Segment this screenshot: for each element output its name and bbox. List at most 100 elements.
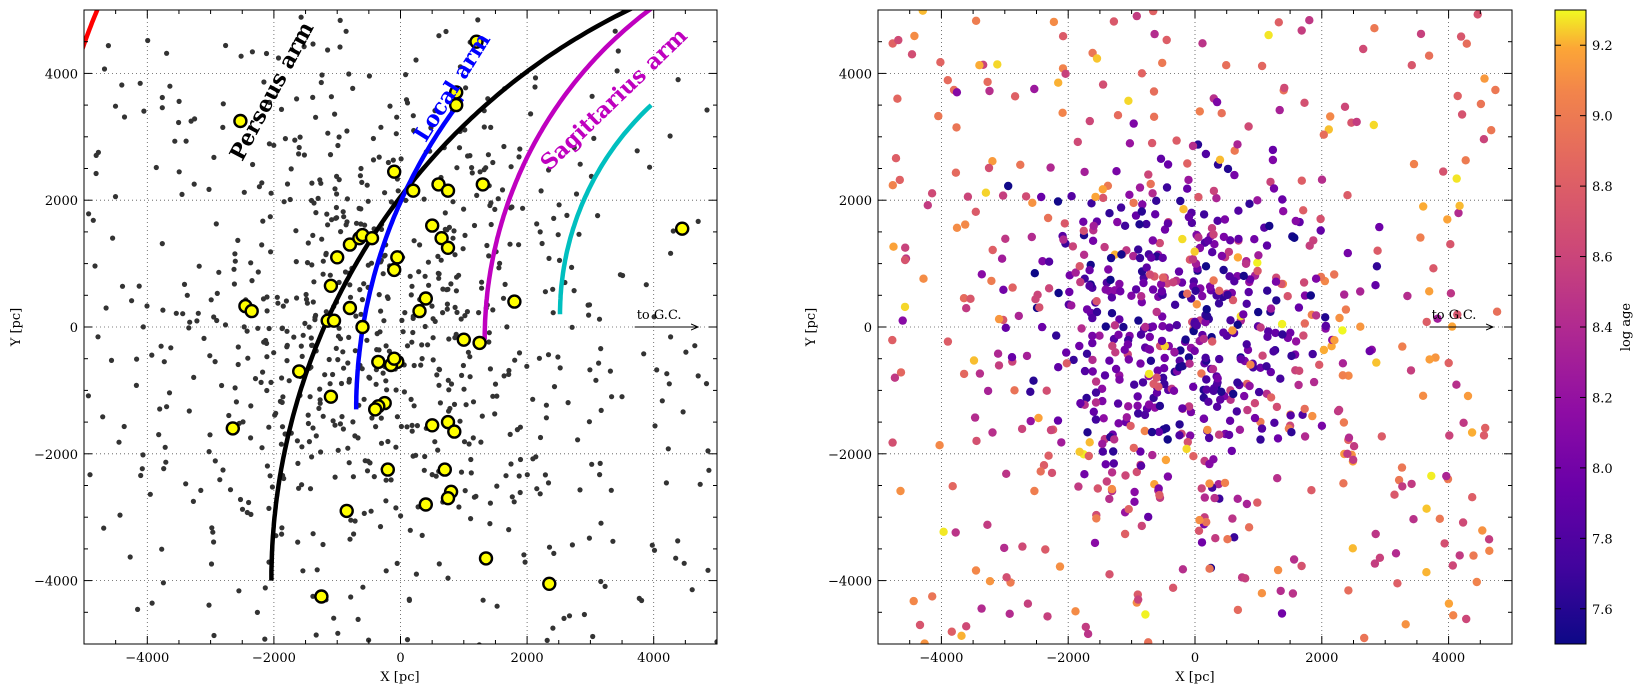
background-point: [468, 470, 474, 476]
age-point: [896, 368, 906, 377]
age-point: [910, 31, 919, 41]
age-point: [1172, 136, 1181, 145]
background-point: [359, 297, 365, 303]
age-point: [1129, 251, 1138, 261]
background-point: [419, 532, 425, 539]
age-point: [1256, 323, 1265, 332]
age-point: [1253, 266, 1262, 276]
background-point: [288, 166, 294, 172]
background-point: [612, 28, 618, 34]
background-point: [311, 279, 317, 285]
age-point: [1269, 184, 1279, 193]
age-point: [1077, 324, 1086, 333]
age-point: [928, 592, 937, 601]
age-point: [1088, 313, 1097, 323]
age-point: [1369, 120, 1379, 130]
background-point: [521, 552, 527, 558]
background-point: [338, 229, 344, 235]
background-point: [300, 568, 306, 574]
background-point: [159, 546, 165, 552]
age-point: [1476, 99, 1486, 109]
age-point: [1088, 338, 1097, 348]
background-point: [328, 94, 334, 100]
background-point: [283, 298, 289, 304]
background-point: [422, 273, 428, 279]
age-point: [1258, 351, 1267, 360]
background-point: [598, 520, 604, 526]
age-point: [1116, 287, 1125, 296]
background-point: [186, 408, 192, 414]
age-point: [1300, 98, 1309, 108]
age-point: [1208, 248, 1217, 257]
background-point: [434, 372, 440, 378]
background-point: [452, 304, 458, 310]
age-point: [1155, 490, 1164, 500]
age-point: [1026, 416, 1035, 426]
age-point: [1343, 449, 1352, 458]
age-point: [1105, 209, 1114, 218]
colorbar-tick-label: 8.8: [1592, 180, 1613, 195]
age-point: [1309, 377, 1319, 387]
background-point: [208, 561, 215, 567]
background-point: [404, 637, 411, 643]
age-point: [934, 111, 943, 121]
age-point: [1209, 186, 1219, 196]
background-point: [550, 625, 556, 631]
age-point: [1071, 607, 1080, 616]
background-point: [598, 578, 604, 585]
age-point: [915, 620, 925, 630]
right-ylabel: Y [pc]: [804, 308, 819, 347]
right-xtick-label: 2000: [1305, 651, 1338, 666]
background-point: [348, 517, 354, 523]
age-point: [1035, 303, 1044, 312]
background-point: [383, 568, 389, 574]
age-point: [1200, 493, 1210, 502]
background-point: [365, 458, 371, 464]
age-point: [1116, 203, 1126, 212]
age-point: [1458, 518, 1468, 527]
age-point: [1202, 517, 1211, 527]
background-point: [571, 288, 577, 294]
background-point: [433, 473, 439, 479]
age-point: [1215, 286, 1224, 295]
age-point: [1038, 257, 1047, 266]
age-point: [1148, 450, 1157, 460]
background-point: [268, 379, 274, 385]
background-point: [232, 251, 238, 257]
left-ytick-label: −4000: [34, 575, 78, 590]
background-point: [361, 396, 367, 402]
age-point: [1220, 478, 1230, 488]
age-point: [1257, 424, 1267, 433]
background-point: [346, 460, 352, 466]
background-point: [501, 373, 507, 379]
age-point: [1435, 514, 1445, 523]
age-point: [1104, 265, 1113, 274]
background-point: [307, 394, 313, 400]
age-point: [1356, 287, 1365, 296]
age-point: [1030, 486, 1039, 496]
background-point: [586, 535, 593, 541]
right-points: [888, 10, 1502, 644]
background-point: [620, 272, 626, 279]
age-point: [1147, 427, 1157, 437]
age-point: [1217, 251, 1227, 261]
age-point: [1214, 430, 1224, 439]
age-point: [1291, 216, 1301, 226]
background-point: [93, 170, 99, 177]
background-point: [119, 283, 126, 289]
background-point: [121, 114, 128, 120]
age-point: [1138, 378, 1148, 387]
background-point: [367, 375, 373, 381]
background-point: [95, 334, 101, 340]
age-point: [1288, 589, 1298, 598]
highlighted-point: [478, 551, 494, 566]
background-point: [127, 554, 133, 560]
right-xtick-label: −2000: [1046, 651, 1090, 666]
age-point: [1188, 255, 1198, 264]
age-point: [1244, 523, 1254, 532]
age-point: [983, 386, 993, 396]
background-point: [314, 567, 320, 573]
background-point: [110, 235, 116, 241]
background-point: [309, 454, 315, 460]
background-point: [319, 72, 325, 78]
